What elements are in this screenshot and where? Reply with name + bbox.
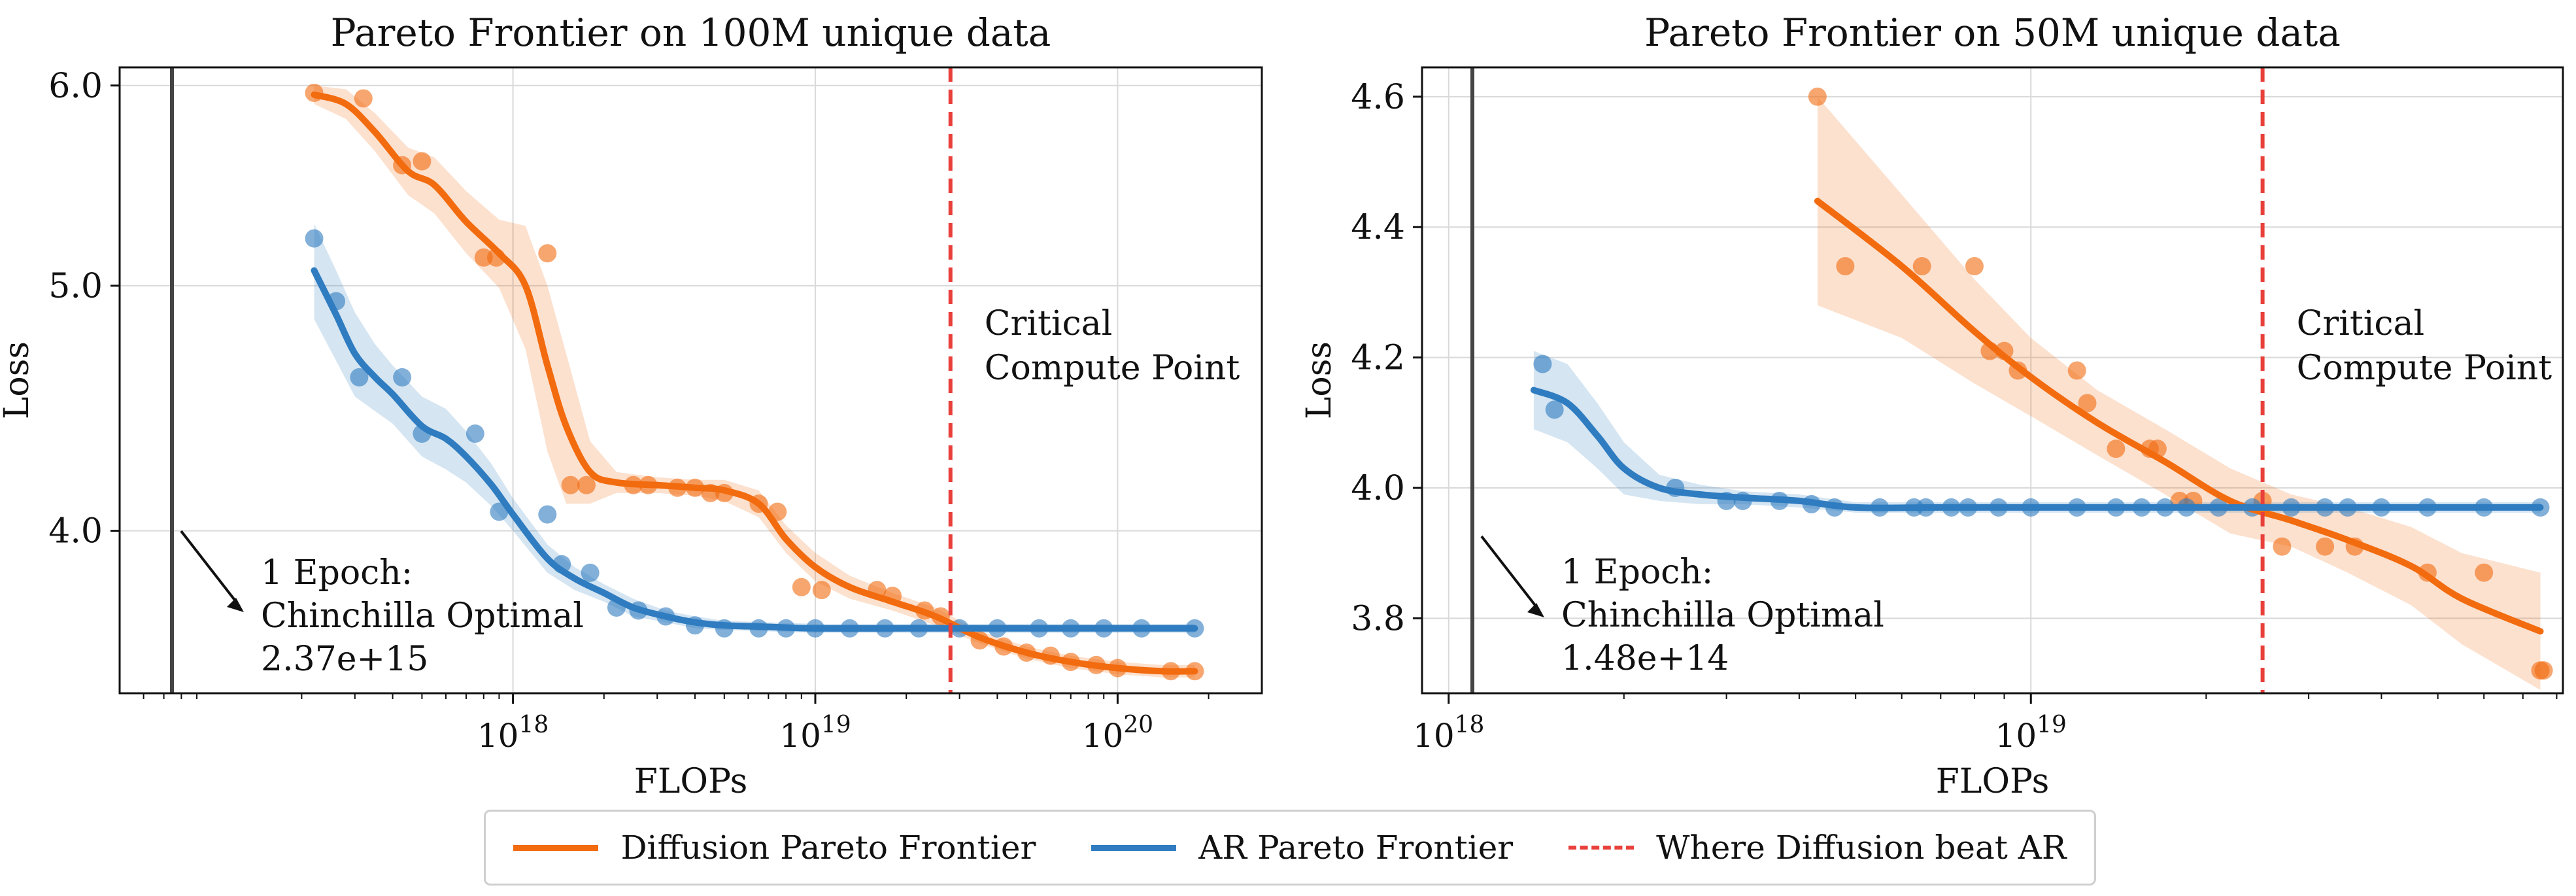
legend: Diffusion Pareto Frontier AR Pareto Fron…: [484, 810, 2096, 886]
y-tick-label: 3.8: [1351, 599, 1405, 638]
data-point-ar: [538, 505, 557, 524]
data-point-diffusion: [413, 152, 432, 171]
confidence-band-ar: [314, 224, 1195, 633]
data-point-diffusion: [1836, 257, 1855, 276]
critical-point-label: Compute Point: [2297, 349, 2552, 388]
x-tick-label: 1018: [477, 712, 549, 755]
frontier-line-diffusion: [311, 91, 1198, 675]
legend-label-ar: AR Pareto Frontier: [1198, 829, 1514, 867]
y-tick-label: 4.0: [48, 512, 103, 551]
data-point-diffusion: [2273, 537, 2292, 556]
data-point-ar: [350, 368, 369, 387]
data-point-diffusion: [474, 248, 493, 267]
data-point-ar: [393, 368, 412, 387]
data-point-diffusion: [1808, 87, 1827, 106]
axes-frame: [1421, 66, 2564, 695]
data-point-diffusion: [561, 475, 580, 494]
frontier-line-diffusion: [1814, 198, 2544, 635]
chart-title: Pareto Frontier on 100M unique data: [331, 10, 1051, 55]
critical-point-label: Critical: [985, 304, 1113, 343]
legend-item-critical: Where Diffusion beat AR: [1568, 829, 2067, 867]
axes-frame: [118, 66, 1263, 695]
data-point-diffusion: [2534, 661, 2553, 680]
y-tick-label: 4.0: [1351, 469, 1405, 508]
data-point-ar: [1545, 400, 1564, 419]
data-point-diffusion: [2107, 439, 2126, 458]
y-tick-label: 4.4: [1351, 208, 1405, 247]
data-point-diffusion: [812, 581, 831, 600]
epoch-label: 1.48e+14: [1561, 639, 1729, 678]
x-tick-label: 1019: [1995, 712, 2067, 755]
epoch-arrow: [1480, 535, 1538, 608]
legend-swatch-diffusion: [513, 844, 599, 851]
legend-label-critical: Where Diffusion beat AR: [1656, 829, 2067, 867]
critical-point-label: Critical: [2297, 304, 2425, 343]
data-point-ar: [466, 424, 484, 443]
data-point-diffusion: [1965, 257, 1984, 276]
data-point-diffusion: [792, 577, 811, 596]
data-point-ar: [581, 563, 600, 582]
epoch-arrow: [180, 530, 237, 603]
legend-label-diffusion: Diffusion Pareto Frontier: [620, 829, 1036, 867]
legend-swatch-critical: [1568, 846, 1635, 850]
frontier-line-ar: [1530, 387, 2544, 511]
confidence-band-diffusion: [314, 85, 1195, 678]
confidence-band-diffusion: [1817, 96, 2541, 690]
data-point-diffusion: [577, 475, 596, 494]
epoch-label: Chinchilla Optimal: [261, 596, 584, 636]
data-point-diffusion: [1912, 257, 1931, 276]
x-axis-label: FLOPs: [1936, 762, 2050, 801]
y-tick-label: 4.2: [1351, 339, 1405, 378]
epoch-label: 1 Epoch:: [261, 553, 413, 593]
chart-left-panel: Critical Compute Point 1 Epoch:Chinchilla …: [0, 10, 1263, 801]
x-tick-label: 1018: [1413, 712, 1484, 755]
legend-item-diffusion: Diffusion Pareto Frontier: [513, 829, 1036, 867]
data-point-diffusion: [2316, 537, 2335, 556]
chart-title: Pareto Frontier on 50M unique data: [1644, 10, 2341, 55]
epoch-arrowhead: [227, 598, 244, 612]
legend-swatch-ar: [1091, 844, 1177, 851]
chart-right-panel: Critical Compute Point 1 Epoch: Chinchilla …: [1300, 10, 2564, 801]
legend-item-ar: AR Pareto Frontier: [1091, 829, 1513, 867]
plot-area: [305, 83, 1204, 681]
data-point-diffusion: [2475, 563, 2494, 582]
x-axis-label: FLOPs: [634, 762, 748, 801]
y-axis-label: Loss: [0, 341, 37, 419]
y-tick-label: 4.6: [1351, 78, 1405, 117]
epoch-arrowhead: [1527, 603, 1544, 617]
frontier-line-ar: [311, 267, 1198, 632]
data-point-diffusion: [354, 89, 373, 108]
y-axis-label: Loss: [1300, 341, 1339, 419]
epoch-label: 2.37e+15: [261, 640, 428, 679]
data-point-diffusion: [2078, 394, 2097, 413]
y-tick-label: 6.0: [48, 67, 103, 106]
data-point-ar: [305, 229, 324, 248]
epoch-label: Chinchilla Optimal: [1561, 596, 1884, 635]
critical-point-label: Compute Point: [985, 349, 1240, 388]
x-tick-label: 1020: [1082, 712, 1153, 755]
data-point-diffusion: [2067, 361, 2086, 380]
data-point-diffusion: [538, 244, 557, 263]
epoch-label: 1 Epoch:: [1561, 553, 1713, 592]
y-tick-label: 5.0: [48, 267, 103, 306]
data-point-ar: [1533, 354, 1552, 373]
x-tick-label: 1019: [779, 712, 851, 755]
